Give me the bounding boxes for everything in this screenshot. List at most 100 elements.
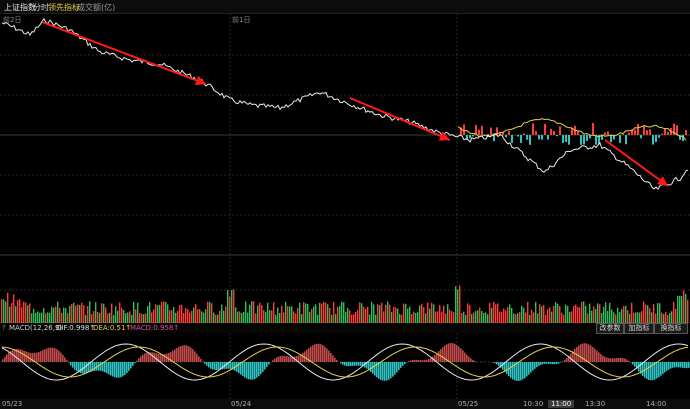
time-label: 05/23	[2, 400, 23, 408]
lead-bar	[658, 135, 660, 138]
lead-bar	[607, 131, 609, 135]
volume-bar	[59, 307, 61, 323]
index-tab[interactable]: 上证指数	[4, 3, 36, 12]
fenshi-tab[interactable]: 分时	[33, 3, 49, 12]
macd-hist-bar	[10, 350, 12, 362]
trend-arrow-line	[41, 21, 207, 85]
macd-hist-bar	[468, 356, 470, 362]
lead-bar	[649, 129, 651, 135]
macd-hist-bar	[422, 360, 424, 362]
macd-hist-bar	[408, 361, 410, 362]
lead-bar	[505, 135, 507, 138]
volume-bar	[531, 309, 533, 323]
volume-bar	[567, 306, 569, 323]
volume-bar	[391, 311, 393, 323]
macd-hist-bar	[420, 360, 422, 362]
lead-bar	[460, 127, 462, 135]
lead-bar	[604, 132, 606, 135]
time-label-highlight: 11:00	[548, 400, 575, 408]
volume-bar	[67, 313, 69, 323]
volume-bar	[357, 309, 359, 323]
volume-bar	[509, 304, 511, 323]
volume-bar	[577, 306, 579, 323]
macd-hist-bar	[136, 360, 138, 362]
volume-bar	[115, 306, 117, 323]
macd-hist-bar	[548, 362, 550, 364]
volume-bar	[97, 312, 99, 323]
macd-hist-bar	[80, 362, 82, 374]
volume-bar	[409, 306, 411, 323]
macd-hist-bar	[156, 353, 158, 362]
volume-bar	[25, 302, 27, 323]
volume-bar	[339, 306, 341, 323]
volume-bar	[541, 306, 543, 323]
volume-bar	[581, 301, 583, 323]
macd-hist-bar	[380, 362, 382, 380]
macd-hist-bar	[64, 357, 66, 362]
volume-bar	[539, 304, 541, 323]
lead-indicator-tab[interactable]: 领先指标	[48, 3, 80, 12]
volume-bar	[585, 305, 587, 323]
volume-bar	[619, 312, 621, 323]
volume-bar	[515, 314, 517, 323]
lead-bar	[673, 123, 675, 135]
volume-bar	[557, 303, 559, 323]
volume-bar	[9, 306, 11, 323]
macd-hist-bar	[228, 362, 230, 369]
macd-hist-bar	[40, 351, 42, 362]
volume-bar	[101, 303, 103, 323]
volume-bar	[19, 299, 21, 323]
volume-bar	[243, 312, 245, 323]
volume-bar	[483, 312, 485, 323]
volume-bar	[429, 308, 431, 323]
volume-bar	[29, 303, 31, 323]
volume-bar	[587, 313, 589, 323]
macd-hist-bar	[218, 362, 220, 370]
macd-hist-bar	[382, 362, 384, 381]
macd-hist-bar	[620, 357, 622, 362]
macd-hist-bar	[498, 362, 500, 366]
volume-bar	[633, 312, 635, 323]
volume-bar	[593, 306, 595, 323]
change-params-button[interactable]: 改参数	[596, 323, 624, 334]
macd-hist-bar	[8, 352, 10, 362]
volume-bar	[117, 310, 119, 323]
volume-bar	[533, 312, 535, 323]
macd-hist-bar	[176, 348, 178, 362]
lead-bar	[562, 135, 564, 143]
macd-hist-bar	[414, 359, 416, 362]
macd-hist-bar	[588, 344, 590, 362]
volume-bar	[23, 301, 25, 323]
volume-bar	[449, 309, 451, 323]
macd-hist-bar	[138, 358, 140, 362]
volume-bar	[625, 305, 627, 323]
help-icon[interactable]: ?	[2, 324, 6, 332]
volume-bar	[231, 290, 233, 323]
volume-bar	[251, 301, 253, 323]
volume-bar	[555, 302, 557, 323]
volume-tab[interactable]: 成交额(亿)	[77, 3, 116, 12]
volume-bar	[551, 311, 553, 323]
volume-bar	[373, 304, 375, 323]
macd-hist-bar	[530, 362, 532, 373]
volume-bar	[283, 312, 285, 323]
macd-hist-bar	[640, 362, 642, 374]
lead-bar	[523, 133, 525, 135]
volume-bar	[575, 304, 577, 323]
add-indicator-button[interactable]: 加指标	[624, 323, 654, 334]
volume-bar	[481, 311, 483, 323]
volume-bar	[131, 314, 133, 323]
macd-hist-bar	[474, 360, 476, 362]
macd-hist-bar	[658, 362, 660, 378]
macd-hist-bar	[94, 362, 96, 371]
macd-hist-bar	[470, 358, 472, 362]
volume-bar	[99, 313, 101, 323]
macd-hist-bar	[398, 362, 400, 371]
macd-hist-bar	[534, 362, 536, 369]
volume-bar	[161, 301, 163, 323]
macd-hist-bar	[328, 350, 330, 362]
switch-indicator-button[interactable]: 换指标	[654, 323, 688, 334]
macd-hist-bar	[34, 352, 36, 362]
volume-bar	[221, 304, 223, 323]
